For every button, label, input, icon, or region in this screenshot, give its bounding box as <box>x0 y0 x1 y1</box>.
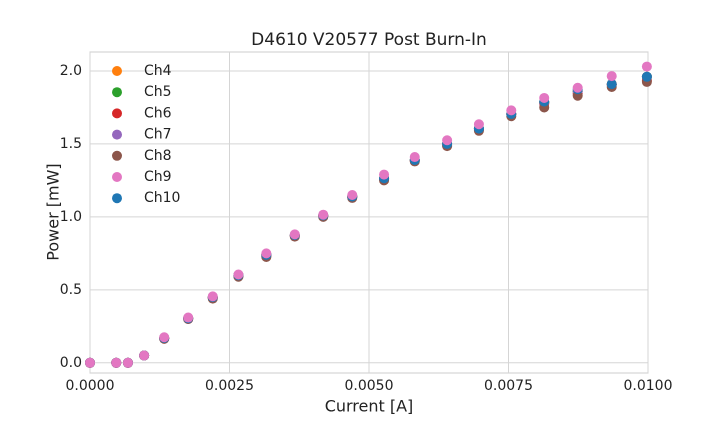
x-tick-label: 0.0075 <box>484 378 533 394</box>
legend-marker <box>112 193 122 204</box>
point <box>641 71 652 82</box>
legend-marker <box>112 108 122 119</box>
point <box>572 82 583 93</box>
point <box>111 357 122 368</box>
point <box>606 71 617 82</box>
point <box>85 357 95 368</box>
point <box>442 135 453 146</box>
point <box>409 152 420 163</box>
legend-label: Ch5 <box>144 84 172 100</box>
point <box>159 332 170 343</box>
y-tick-label: 1.5 <box>60 136 82 152</box>
point <box>379 169 390 180</box>
legend-marker <box>112 129 122 140</box>
y-tick-label: 1.0 <box>60 209 82 225</box>
chart-title: D4610 V20577 Post Burn-In <box>251 30 487 50</box>
point <box>261 248 272 259</box>
point <box>473 119 484 130</box>
legend-marker <box>112 87 122 98</box>
point <box>233 269 244 280</box>
point <box>606 79 617 90</box>
y-tick-label: 0.5 <box>60 282 82 298</box>
legend-marker <box>112 150 122 161</box>
point <box>506 105 517 116</box>
x-tick-label: 0.0025 <box>205 378 254 394</box>
point <box>347 189 358 200</box>
legend-label: Ch4 <box>144 63 172 79</box>
legend-marker <box>112 172 122 182</box>
legend-marker <box>112 66 122 76</box>
legend-label: Ch9 <box>144 169 172 185</box>
x-tick-label: 0.0000 <box>66 378 115 394</box>
point <box>122 357 133 368</box>
legend-label: Ch6 <box>144 105 172 121</box>
point <box>318 209 329 220</box>
legend-label: Ch8 <box>144 148 172 164</box>
y-axis-label: Power [mW] <box>44 163 63 260</box>
y-tick-label: 0.0 <box>60 355 82 371</box>
x-tick-label: 0.0100 <box>624 378 673 394</box>
point <box>539 92 550 103</box>
point <box>139 350 150 361</box>
point <box>183 312 194 323</box>
x-tick-label: 0.0050 <box>345 378 394 394</box>
legend-label: Ch10 <box>144 190 180 206</box>
point <box>641 61 652 72</box>
point <box>289 229 300 240</box>
point <box>207 291 218 302</box>
y-tick-label: 2.0 <box>60 63 82 79</box>
x-axis-label: Current [A] <box>325 397 414 416</box>
legend-label: Ch7 <box>144 127 172 143</box>
